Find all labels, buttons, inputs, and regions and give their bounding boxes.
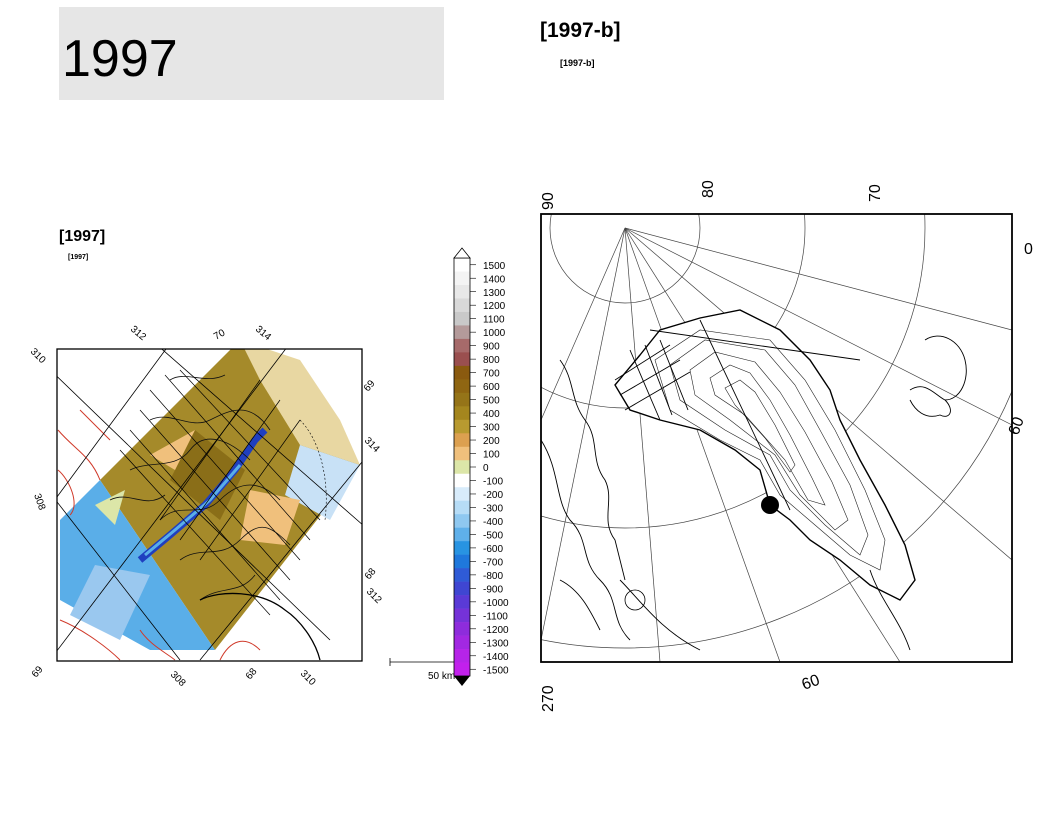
right-map-label-bottom-2: 60 bbox=[800, 672, 823, 694]
colorbar-swatch bbox=[454, 379, 470, 394]
right-map-label-top-2: 80 bbox=[700, 180, 717, 198]
colorbar-swatch bbox=[454, 649, 470, 663]
colorbar-swatch bbox=[454, 406, 470, 421]
right-map-label-bottom-1: 270 bbox=[540, 685, 557, 712]
colorbar-swatch bbox=[454, 487, 470, 502]
colorbar-swatch bbox=[454, 258, 470, 272]
colorbar-swatch bbox=[454, 662, 470, 677]
right-map-label-top-1: 90 bbox=[540, 192, 557, 210]
colorbar-tick-label: -1000 bbox=[483, 598, 509, 609]
right-map-frame bbox=[540, 213, 1013, 663]
colorbar-swatch bbox=[454, 298, 470, 313]
colorbar-swatch bbox=[454, 338, 470, 353]
colorbar-tick-label: 500 bbox=[483, 396, 500, 407]
colorbar-swatch bbox=[454, 595, 470, 609]
colorbar-tick-label: 1000 bbox=[483, 328, 506, 339]
colorbar-tick-label: -200 bbox=[483, 490, 503, 501]
right-map-label-top-3: 70 bbox=[867, 184, 884, 202]
colorbar-swatch bbox=[454, 352, 470, 367]
colorbar-tick-label: -600 bbox=[483, 544, 503, 555]
colorbar-tick-label: 1100 bbox=[483, 315, 505, 326]
colorbar-swatch bbox=[454, 365, 470, 380]
colorbar-tick-label: -100 bbox=[483, 477, 503, 488]
colorbar-swatch bbox=[454, 419, 470, 434]
colorbar-swatch bbox=[454, 500, 470, 515]
colorbar-swatch bbox=[454, 271, 470, 286]
colorbar-tick-label: 1300 bbox=[483, 288, 506, 299]
colorbar-min-arrow bbox=[454, 676, 470, 686]
right-map-subheader: [1997-b] bbox=[560, 58, 595, 68]
colorbar-swatch bbox=[454, 473, 470, 488]
colorbar-tick-label: -500 bbox=[483, 530, 503, 541]
page-title: 1997 bbox=[62, 30, 178, 88]
scale-bar-label: 50 km bbox=[428, 671, 455, 682]
right-map-header: [1997-b] bbox=[540, 19, 621, 42]
colorbar-tick-label: 200 bbox=[483, 436, 500, 447]
left-map-label-top-2: 70 bbox=[212, 327, 228, 342]
colorbar-tick-label: 400 bbox=[483, 409, 500, 420]
right-map-field bbox=[541, 214, 1012, 662]
colorbar-swatch bbox=[454, 460, 470, 475]
colorbar-swatch bbox=[454, 284, 470, 299]
left-map-header: [1997] bbox=[59, 228, 106, 245]
colorbar-swatch bbox=[454, 581, 470, 596]
colorbar-swatch bbox=[454, 325, 470, 340]
colorbar-swatch bbox=[454, 568, 470, 582]
colorbar-tick-label: 600 bbox=[483, 382, 500, 393]
colorbar-swatch bbox=[454, 392, 470, 407]
colorbar-tick-label: 300 bbox=[483, 423, 500, 434]
colorbar-tick-label: -300 bbox=[483, 503, 503, 514]
colorbar-tick-label: -400 bbox=[483, 517, 503, 528]
colorbar-swatch bbox=[454, 527, 470, 542]
left-map-subheader: [1997] bbox=[68, 254, 89, 261]
left-map-frame bbox=[56, 348, 363, 662]
title-banner: 1997 bbox=[59, 7, 444, 100]
colorbar: 1500140013001200110010009008007006005004… bbox=[453, 247, 509, 686]
colorbar-swatch bbox=[454, 554, 470, 569]
colorbar-tick-label: 800 bbox=[483, 355, 500, 366]
colorbar-tick-label: 0 bbox=[483, 463, 489, 474]
colorbar-swatch bbox=[454, 635, 470, 650]
colorbar-swatch bbox=[454, 622, 470, 636]
colorbar-swatch bbox=[454, 311, 470, 326]
colorbar-tick-label: -1400 bbox=[483, 652, 509, 663]
colorbar-swatch bbox=[454, 541, 470, 555]
colorbar-swatch bbox=[454, 608, 470, 623]
colorbar-tick-label: 700 bbox=[483, 369, 500, 380]
colorbar-tick-label: -700 bbox=[483, 557, 503, 568]
colorbar-max-arrow bbox=[453, 247, 471, 259]
colorbar-tick-label: 900 bbox=[483, 342, 500, 353]
colorbar-tick-label: -1100 bbox=[483, 611, 508, 622]
left-map-field bbox=[57, 349, 362, 661]
colorbar-swatch bbox=[454, 514, 470, 528]
colorbar-tick-label: -1300 bbox=[483, 638, 509, 649]
colorbar-tick-label: -1200 bbox=[483, 625, 509, 636]
colorbar-tick-label: 100 bbox=[483, 450, 500, 461]
colorbar-swatch bbox=[454, 446, 470, 461]
colorbar-tick-label: -900 bbox=[483, 584, 503, 595]
colorbar-tick-label: -800 bbox=[483, 571, 503, 582]
colorbar-tick-label: 1400 bbox=[483, 274, 506, 285]
colorbar-tick-label: 1200 bbox=[483, 301, 506, 312]
colorbar-tick-label: 1500 bbox=[483, 261, 506, 272]
colorbar-tick-label: -1500 bbox=[483, 665, 509, 676]
right-map-label-right-1: 0 bbox=[1024, 241, 1033, 258]
colorbar-swatch bbox=[454, 433, 470, 448]
right-map-label-right-2: 60 bbox=[1006, 415, 1028, 438]
